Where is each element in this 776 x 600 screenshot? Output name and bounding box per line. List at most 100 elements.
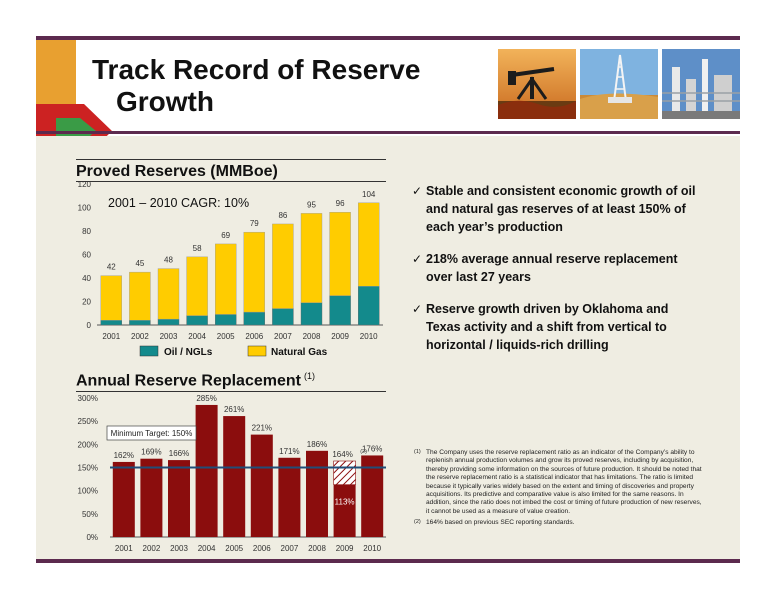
x-tick-label: 2009 xyxy=(331,332,349,341)
header-divider xyxy=(36,131,740,134)
data-label: 186% xyxy=(307,440,327,449)
bullet-1: ✓ Stable and consistent economic growth o… xyxy=(412,182,702,236)
bar-replacement xyxy=(333,484,356,537)
data-label: 171% xyxy=(279,447,299,456)
target-label: Minimum Target: 150% xyxy=(111,429,193,438)
data-label: 164% xyxy=(332,450,352,459)
bar-gas xyxy=(300,213,323,303)
proved-title-rule-bottom xyxy=(76,181,386,182)
legend-gas-swatch xyxy=(247,345,267,357)
photo-drilling-rig xyxy=(580,49,658,119)
x-tick-label: 2010 xyxy=(363,544,381,553)
x-tick-label: 2004 xyxy=(188,332,206,341)
y-tick-label: 100 xyxy=(78,204,92,213)
data-label: 261% xyxy=(224,405,244,414)
footnote-2-text: 164% based on previous SEC reporting sta… xyxy=(426,519,575,527)
legend-oil-label: Oil / NGLs xyxy=(164,347,213,358)
y-tick-label: 100% xyxy=(78,487,98,496)
legend-gas-label: Natural Gas xyxy=(271,347,328,358)
data-label: 166% xyxy=(169,449,189,458)
y-tick-label: 200% xyxy=(78,440,98,449)
data-label: 45 xyxy=(135,259,144,268)
y-tick-label: 250% xyxy=(78,417,98,426)
bullet-3: ✓ Reserve growth driven by Oklahoma and T… xyxy=(412,300,702,354)
bar-replacement xyxy=(250,434,273,537)
x-tick-label: 2001 xyxy=(102,332,120,341)
data-label: 104 xyxy=(362,190,376,199)
bar-gas xyxy=(100,275,123,321)
x-tick-label: 2004 xyxy=(198,544,216,553)
y-tick-label: 300% xyxy=(78,394,98,403)
data-label: 42 xyxy=(107,263,116,272)
bottom-brand-bar xyxy=(36,559,740,563)
x-tick-label: 2003 xyxy=(170,544,188,553)
legend-oil-swatch xyxy=(139,345,159,357)
proved-reserves-title: Proved Reserves (MMBoe) xyxy=(76,163,278,180)
bullet-2-text: 218% average annual reserve replacement … xyxy=(426,252,678,284)
x-tick-label: 2008 xyxy=(303,332,321,341)
bar-gas xyxy=(214,243,237,315)
y-tick-label: 60 xyxy=(82,251,91,260)
x-tick-label: 2001 xyxy=(115,544,133,553)
checkmark-icon: ✓ xyxy=(412,302,423,316)
data-label: 95 xyxy=(307,200,316,209)
replacement-title-note: (1) xyxy=(303,371,315,381)
data-label: 86 xyxy=(278,211,287,220)
bar-replacement xyxy=(223,416,246,537)
data-label: 221% xyxy=(252,424,272,433)
key-points-list: ✓ Stable and consistent economic growth o… xyxy=(412,182,702,368)
x-tick-label: 2005 xyxy=(217,332,235,341)
x-tick-label: 2009 xyxy=(336,544,354,553)
data-label: 285% xyxy=(196,394,216,403)
data-label: 169% xyxy=(141,448,161,457)
bar-replacement xyxy=(361,455,384,537)
bullet-2: ✓ 218% average annual reserve replacement… xyxy=(412,250,702,286)
x-tick-label: 2003 xyxy=(160,332,178,341)
header-photos xyxy=(498,49,740,119)
target-label-box xyxy=(106,425,197,441)
data-label: 162% xyxy=(114,451,134,460)
footnote-1: (1) The Company uses the reserve replace… xyxy=(414,449,704,516)
bar-replacement-hatched xyxy=(333,460,356,485)
bar-replacement xyxy=(306,450,328,537)
y-tick-label: 50% xyxy=(82,510,98,519)
replacement-title: Annual Reserve Replacement (1) xyxy=(76,371,315,390)
title-line-2: Growth xyxy=(116,86,214,117)
bar-gas xyxy=(243,231,266,313)
y-tick-label: 0 xyxy=(87,321,92,330)
data-label: 69 xyxy=(221,231,230,240)
bar-gas xyxy=(358,202,380,287)
data-label: 79 xyxy=(250,219,259,228)
x-tick-label: 2008 xyxy=(308,544,326,553)
photo-gas-plant xyxy=(662,49,740,119)
footnote-marker: (2) xyxy=(360,449,367,455)
footnote-1-text: The Company uses the reserve replacement… xyxy=(426,449,702,515)
bar-gas xyxy=(129,271,151,321)
cagr-label: 2001 – 2010 CAGR: 10% xyxy=(108,196,249,210)
y-tick-label: 20 xyxy=(82,298,91,307)
footnote-2-marker: (2) xyxy=(414,519,421,526)
bar-replacement xyxy=(278,457,301,537)
data-label: 58 xyxy=(193,244,202,253)
replacement-title-text: Annual Reserve Replacement xyxy=(76,372,301,390)
footnotes: (1) The Company uses the reserve replace… xyxy=(414,449,704,531)
data-label: 96 xyxy=(336,199,345,208)
bar-replacement xyxy=(195,404,218,537)
x-tick-label: 2005 xyxy=(225,544,243,553)
bar-gas xyxy=(272,223,294,309)
checkmark-icon: ✓ xyxy=(412,252,423,266)
x-tick-label: 2006 xyxy=(245,332,263,341)
bar-gas xyxy=(329,211,351,296)
data-label: 176% xyxy=(362,444,382,453)
bar-replacement xyxy=(140,458,163,537)
y-tick-label: 80 xyxy=(82,227,91,236)
top-brand-bar xyxy=(36,36,740,40)
x-tick-label: 2002 xyxy=(131,332,149,341)
page-title: Track Record of Reserve Growth xyxy=(92,54,420,118)
replacement-title-rule xyxy=(76,391,386,392)
bar-gas xyxy=(186,256,208,316)
bar-gas xyxy=(157,268,180,320)
x-tick-label: 2007 xyxy=(281,544,299,553)
footnote-2: (2) 164% based on previous SEC reporting… xyxy=(414,519,704,527)
